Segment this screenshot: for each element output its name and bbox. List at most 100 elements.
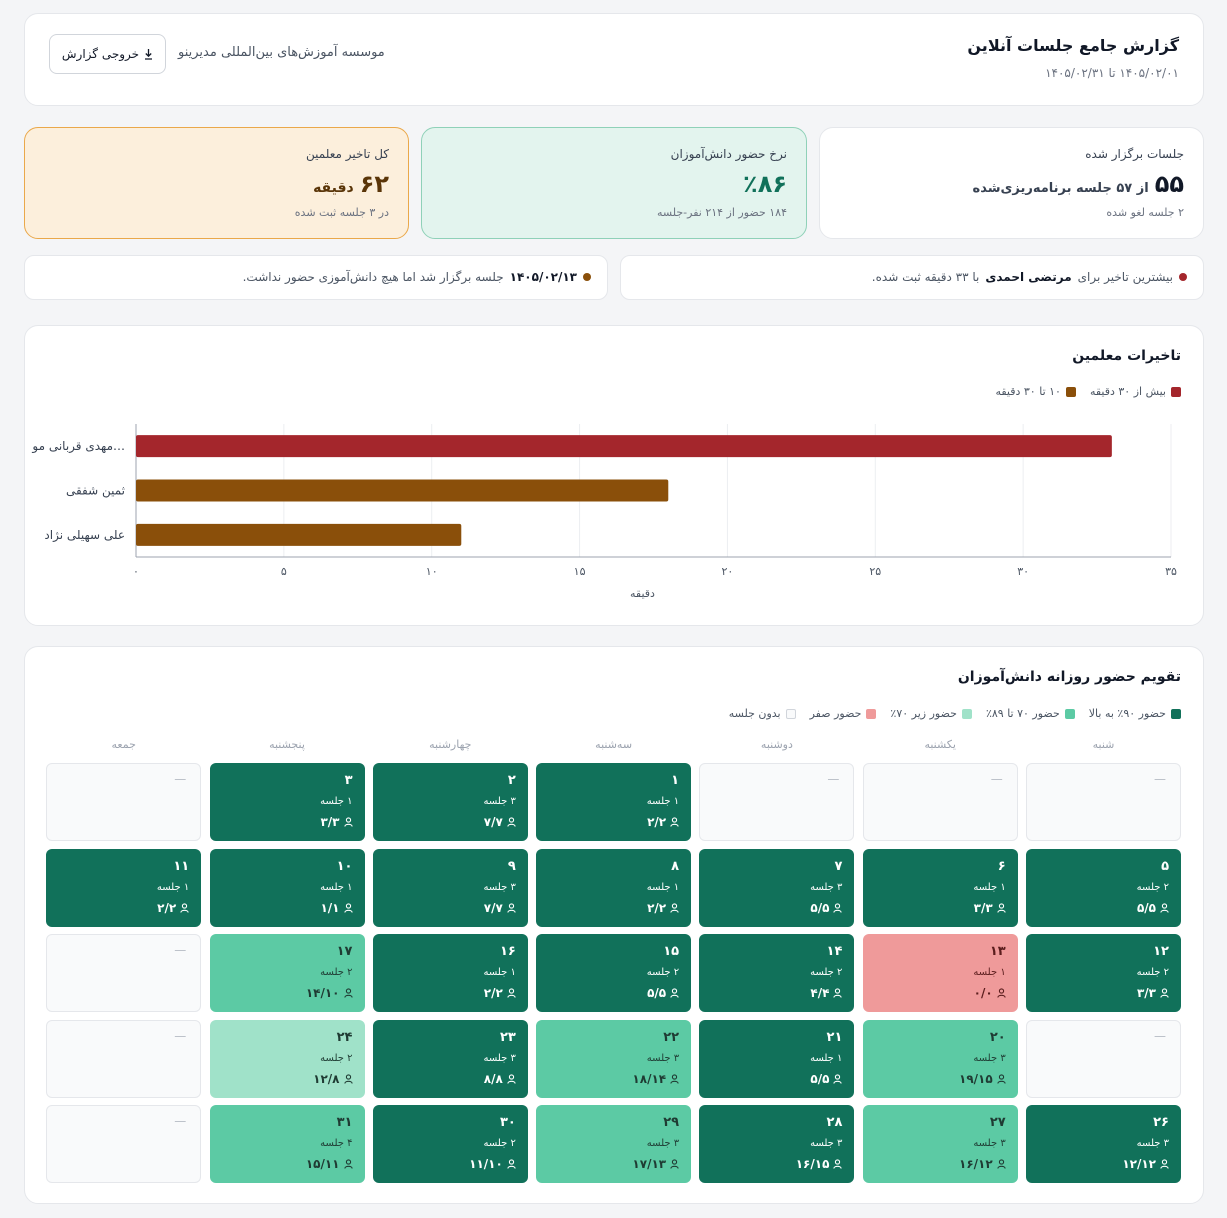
stat-sub: ۲ جلسه لغو شده — [1106, 206, 1184, 219]
export-report-button[interactable]: خروجی گزارش — [49, 34, 166, 74]
calendar-day[interactable]: ۱۲ ۲ جلسه ۳/۳ — [1026, 934, 1181, 1013]
empty-mark: — — [174, 943, 187, 958]
attendance-count: ۲/۲ — [483, 986, 503, 1001]
calendar-day[interactable]: ۱۷ ۲ جلسه ۱۴/۱۰ — [209, 934, 365, 1013]
day-attendance: ۰/۰ — [974, 986, 1006, 1000]
calendar-day[interactable]: ۱۶ ۱ جلسه ۲/۲ — [372, 934, 528, 1013]
page-title: گزارش جامع جلسات آنلاین — [967, 36, 1179, 55]
weekday-header: جمعه — [111, 738, 136, 751]
alert-text-post: با ۳۳ دقیقه ثبت شده. — [871, 270, 980, 284]
calendar-day[interactable]: ۵ ۲ جلسه ۵/۵ — [1026, 848, 1181, 927]
day-attendance: ۱۶/۱۵ — [796, 1157, 843, 1171]
calendar-day[interactable]: ۳۰ ۲ جلسه ۱۱/۱۰ — [372, 1105, 528, 1184]
calendar-day[interactable]: ۲۴ ۲ جلسه ۱۲/۸ — [209, 1019, 365, 1098]
day-number: ۲۸ — [826, 1115, 843, 1131]
attendance-calendar-section: تقویم حضور روزانه دانش‌آموزان حضور ۹۰٪ ب… — [24, 646, 1204, 1204]
attendance-count: ۱۶/۱۲ — [959, 1157, 993, 1172]
user-icon — [670, 1074, 679, 1084]
zero-attendance-alert: ۱۴۰۵/۰۲/۱۳ جلسه برگزار شد اما هیچ دانش‌آ… — [24, 255, 608, 300]
day-number: ۱۵ — [663, 944, 680, 960]
legend-label: حضور صفر — [809, 707, 862, 720]
weekday-header: پنجشنبه — [269, 738, 305, 751]
calendar-day[interactable]: ۲ ۳ جلسه ۷/۷ — [372, 763, 528, 841]
attendance-count: ۵/۵ — [810, 1071, 830, 1086]
section-title: تاخیرات معلمین — [1072, 348, 1181, 364]
delay-bar — [136, 523, 462, 546]
attendance-count: ۳/۳ — [1136, 986, 1156, 1001]
legend-item: بدون جلسه — [729, 707, 796, 720]
calendar-day[interactable]: ۶ ۱ جلسه ۳/۳ — [862, 848, 1018, 927]
user-icon — [997, 902, 1006, 913]
legend-swatch — [866, 708, 877, 719]
calendar-day[interactable]: ۱۳ ۱ جلسه ۰/۰ — [862, 934, 1018, 1013]
calendar-day[interactable]: ۱۵ ۲ جلسه ۵/۵ — [536, 934, 692, 1013]
legend-item: بیش از ۳۰ دقیقه — [1090, 385, 1181, 398]
day-sessions: ۳ جلسه — [1136, 1138, 1169, 1150]
day-number: ۱۷ — [336, 944, 353, 960]
attendance-count: ۲/۲ — [647, 900, 667, 915]
day-attendance: ۱۱/۱۰ — [469, 1157, 516, 1171]
day-attendance: ۷/۷ — [484, 901, 516, 915]
attendance-count: ۷/۷ — [483, 900, 503, 915]
day-sessions: ۳ جلسه — [646, 1052, 680, 1064]
y-category-label: علی سهیلی نژاد — [44, 528, 125, 543]
alert-dot — [1179, 273, 1187, 281]
day-sessions: ۲ جلسه — [646, 967, 680, 979]
calendar-day[interactable]: ۳۱ ۴ جلسه ۱۵/۱۱ — [209, 1105, 365, 1184]
calendar-day[interactable]: ۷ ۳ جلسه ۵/۵ — [699, 848, 855, 927]
calendar-day[interactable]: ۱۴ ۲ جلسه ۴/۴ — [699, 934, 855, 1013]
export-label: خروجی گزارش — [61, 47, 140, 61]
calendar-day[interactable]: ۲۲ ۳ جلسه ۱۸/۱۴ — [536, 1019, 692, 1098]
x-tick-label: ۳۵ — [1165, 565, 1177, 578]
attendance-count: ۱۵/۱۱ — [305, 1157, 340, 1172]
day-attendance: ۱۶/۱۲ — [959, 1157, 1006, 1171]
calendar-day[interactable]: ۲۸ ۳ جلسه ۱۶/۱۵ — [699, 1105, 855, 1184]
calendar-day[interactable]: ۲۰ ۳ جلسه ۱۹/۱۵ — [862, 1019, 1018, 1098]
calendar-day[interactable]: ۲۱ ۱ جلسه ۵/۵ — [699, 1019, 855, 1098]
day-number: ۲۴ — [336, 1029, 353, 1045]
calendar-day[interactable]: ۲۳ ۳ جلسه ۸/۸ — [372, 1019, 528, 1098]
empty-mark: — — [174, 772, 187, 786]
day-number: ۱۴ — [826, 944, 843, 960]
day-sessions: ۳ جلسه — [483, 1052, 516, 1064]
legend-swatch — [1171, 386, 1181, 397]
calendar-day-empty: — — [46, 1105, 202, 1184]
day-sessions: ۳ جلسه — [973, 1052, 1006, 1064]
day-sessions: ۱ جلسه — [156, 881, 190, 893]
day-number: ۲۱ — [826, 1029, 843, 1045]
calendar-day[interactable]: ۹ ۳ جلسه ۷/۷ — [372, 848, 528, 927]
calendar-day[interactable]: ۸ ۱ جلسه ۲/۲ — [536, 848, 692, 927]
day-number: ۲ — [507, 773, 516, 788]
stat-label: نرخ حضور دانش‌آموزان — [670, 147, 787, 161]
teacher-delay-card: کل تاخیر معلمین ۶۲ دقیقه در ۳ جلسه ثبت ش… — [24, 127, 409, 239]
user-icon — [507, 902, 516, 913]
user-icon — [180, 902, 189, 913]
stat-sub: در ۳ جلسه ثبت شده — [294, 206, 389, 219]
attendance-count: ۱۲/۸ — [313, 1071, 340, 1086]
download-icon — [145, 49, 153, 60]
legend-label: حضور ۷۰ تا ۸۹٪ — [985, 707, 1060, 720]
x-tick-label: ۵ — [281, 565, 287, 578]
user-icon — [507, 988, 516, 998]
user-icon — [507, 817, 516, 827]
day-attendance: ۳/۳ — [1137, 986, 1169, 1000]
day-number: ۶ — [997, 858, 1006, 874]
calendar-day[interactable]: ۱۱ ۱ جلسه ۲/۲ — [46, 848, 202, 927]
legend-item: حضور ۷۰ تا ۸۹٪ — [986, 707, 1075, 720]
day-attendance: ۴/۴ — [810, 986, 843, 1000]
alert-date: ۱۴۰۵/۰۲/۱۳ — [509, 270, 577, 284]
calendar-day[interactable]: ۳ ۱ جلسه ۳/۳ — [209, 763, 365, 841]
calendar-day[interactable]: ۱۰ ۱ جلسه ۱/۱ — [209, 848, 365, 927]
calendar-day[interactable]: ۱ ۱ جلسه ۲/۲ — [536, 763, 692, 841]
alert-text-pre: بیشترین تاخیر برای — [1077, 270, 1173, 284]
calendar-day[interactable]: ۲۶ ۳ جلسه ۱۲/۱۲ — [1026, 1105, 1181, 1184]
user-icon — [997, 1159, 1006, 1170]
day-attendance: ۲/۲ — [484, 986, 516, 1000]
user-icon — [1160, 1159, 1169, 1170]
calendar-day-empty: — — [46, 763, 202, 841]
day-sessions: ۱ جلسه — [483, 967, 516, 979]
calendar-day[interactable]: ۲۷ ۳ جلسه ۱۶/۱۲ — [862, 1105, 1018, 1184]
user-icon — [670, 988, 679, 998]
calendar-day[interactable]: ۲۹ ۳ جلسه ۱۷/۱۳ — [536, 1105, 692, 1184]
attendance-count: ۱۹/۱۵ — [959, 1071, 993, 1086]
